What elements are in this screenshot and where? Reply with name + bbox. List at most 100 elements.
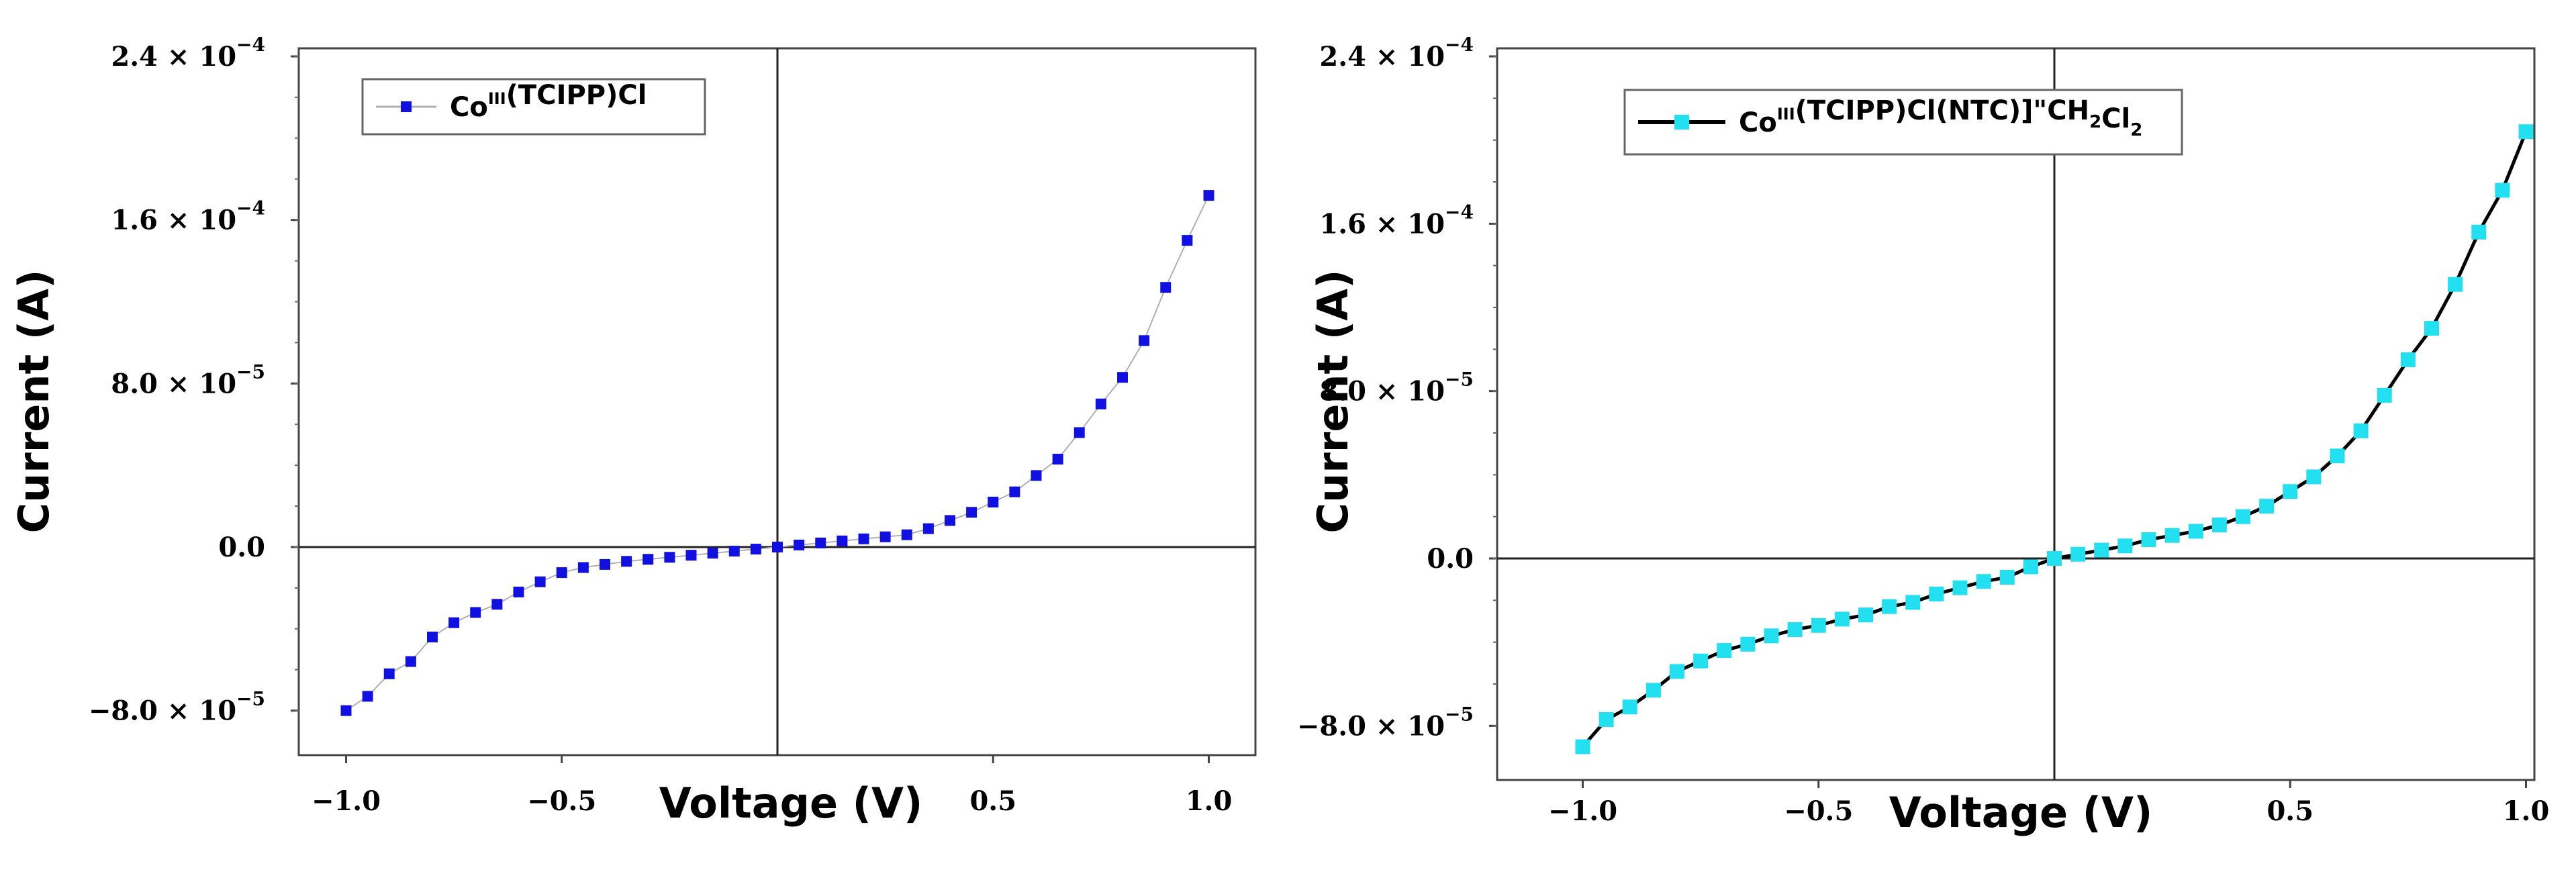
- data-point: [1929, 586, 1944, 601]
- y-axis-title: Current (A): [9, 270, 58, 534]
- data-point: [772, 542, 783, 552]
- y-tick-base: 10: [1407, 710, 1445, 742]
- y-tick-base: 10: [1407, 208, 1445, 240]
- data-point: [2330, 448, 2345, 464]
- data-point: [2141, 532, 2156, 547]
- y-tick-label: 8.0 × 10−5: [1319, 369, 1474, 407]
- data-point: [2164, 528, 2180, 543]
- data-point: [966, 507, 977, 518]
- data-point: [2353, 423, 2369, 438]
- y-tick-times: ×: [1366, 41, 1407, 72]
- y-tick-base: 10: [199, 695, 236, 727]
- y-tick-label: 8.0 × 10−5: [111, 360, 265, 399]
- y-tick-mantissa: 8.0: [111, 368, 158, 399]
- y-tick-mantissa: 0.0: [1427, 543, 1474, 575]
- legend-text-part: Co: [450, 92, 488, 123]
- data-point: [1117, 372, 1128, 383]
- data-point: [858, 533, 869, 544]
- x-axis-title: Voltage (V): [1889, 788, 2153, 837]
- x-tick-label: 1.0: [2503, 795, 2550, 827]
- y-tick-times: ×: [1366, 208, 1407, 240]
- y-tick-label: −8.0 × 10−5: [89, 688, 265, 727]
- y-tick-exponent: −4: [236, 34, 265, 56]
- data-point: [1976, 574, 1991, 589]
- data-point: [1645, 683, 1661, 698]
- data-point: [1203, 190, 1214, 201]
- x-axis-title: Voltage (V): [659, 779, 923, 828]
- data-point: [534, 576, 546, 587]
- data-point: [2471, 224, 2487, 240]
- y-tick-label: 0.0: [218, 532, 265, 563]
- data-point: [577, 562, 589, 573]
- data-point: [2259, 499, 2275, 514]
- data-point: [383, 668, 395, 679]
- data-point: [1717, 643, 1732, 658]
- y-tick-label: 1.6 × 10−4: [1319, 201, 1474, 240]
- data-point: [1811, 618, 1826, 633]
- data-point: [794, 539, 805, 550]
- legend-subscript: 2: [2130, 120, 2142, 140]
- y-tick-times: ×: [158, 368, 199, 399]
- legend-text-part: (TCIPP)Cl(NTC)]"CH: [1795, 95, 2089, 126]
- data-point: [470, 607, 481, 618]
- data-point: [2424, 321, 2439, 336]
- data-point: [2117, 538, 2133, 554]
- legend-marker-sample: [401, 101, 412, 112]
- data-point: [2236, 509, 2250, 524]
- legend-superscript: III: [488, 89, 506, 108]
- y-tick-exponent: −4: [1445, 34, 1474, 56]
- data-point: [2306, 469, 2322, 485]
- data-point: [707, 548, 718, 559]
- data-point: [1095, 398, 1106, 409]
- data-point: [513, 587, 524, 598]
- y-tick-exponent: −5: [1445, 369, 1474, 391]
- data-point: [2023, 559, 2038, 575]
- y-tick-mantissa: −8.0: [1297, 710, 1366, 742]
- y-tick-times: ×: [158, 695, 199, 727]
- data-point: [2400, 352, 2416, 367]
- data-point: [1952, 580, 1968, 595]
- legend-label: CoIII(TCIPP)Cl: [450, 80, 647, 123]
- y-tick-mantissa: 2.4: [111, 41, 158, 72]
- legend-text-part: (TCIPP)Cl: [506, 80, 647, 111]
- data-point: [1882, 599, 1897, 614]
- chart-cotcippcl: 2.4 × 10−41.6 × 10−48.0 × 10−50.0−8.0 × …: [9, 34, 1257, 828]
- data-point: [1622, 699, 1637, 715]
- data-point: [1052, 454, 1063, 465]
- data-point: [1905, 595, 1921, 610]
- chart-cotcippcl-ntc: 2.4 × 10−41.6 × 10−48.0 × 10−50.0−8.0 × …: [1297, 34, 2549, 837]
- y-tick-mantissa: 1.6: [111, 205, 158, 236]
- y-tick-exponent: −5: [236, 688, 265, 710]
- data-point: [2047, 551, 2062, 566]
- y-tick-base: 10: [1407, 41, 1445, 72]
- data-point: [1858, 607, 1873, 623]
- data-point: [1670, 664, 1684, 679]
- data-point: [362, 691, 373, 702]
- data-point: [922, 523, 934, 534]
- data-point: [340, 705, 352, 716]
- legend-marker-sample: [1674, 115, 1689, 130]
- y-tick-base: 10: [199, 205, 236, 236]
- data-point: [556, 567, 567, 579]
- y-tick-label: 2.4 × 10−4: [111, 34, 265, 72]
- y-tick-label: 2.4 × 10−4: [1319, 34, 1474, 72]
- y-tick-label: 1.6 × 10−4: [111, 197, 265, 236]
- x-tick-label: 1.0: [1186, 785, 1233, 817]
- x-tick-label: −0.5: [1784, 795, 1853, 827]
- data-point: [988, 496, 999, 507]
- data-point: [1740, 636, 1756, 652]
- data-point: [664, 552, 675, 563]
- data-point: [815, 537, 826, 548]
- data-point: [1182, 235, 1193, 246]
- y-tick-times: ×: [158, 41, 199, 72]
- data-point: [901, 529, 912, 540]
- data-point: [1764, 628, 1779, 644]
- data-point: [600, 558, 610, 570]
- y-tick-times: ×: [1366, 710, 1407, 742]
- legend-label: CoIII(TCIPP)Cl(NTC)]"CH2Cl2: [1739, 95, 2142, 140]
- data-point: [1787, 622, 1803, 637]
- data-point: [1139, 335, 1150, 346]
- legend-text-part: Cl: [2101, 103, 2130, 134]
- x-tick-label: −1.0: [312, 785, 381, 817]
